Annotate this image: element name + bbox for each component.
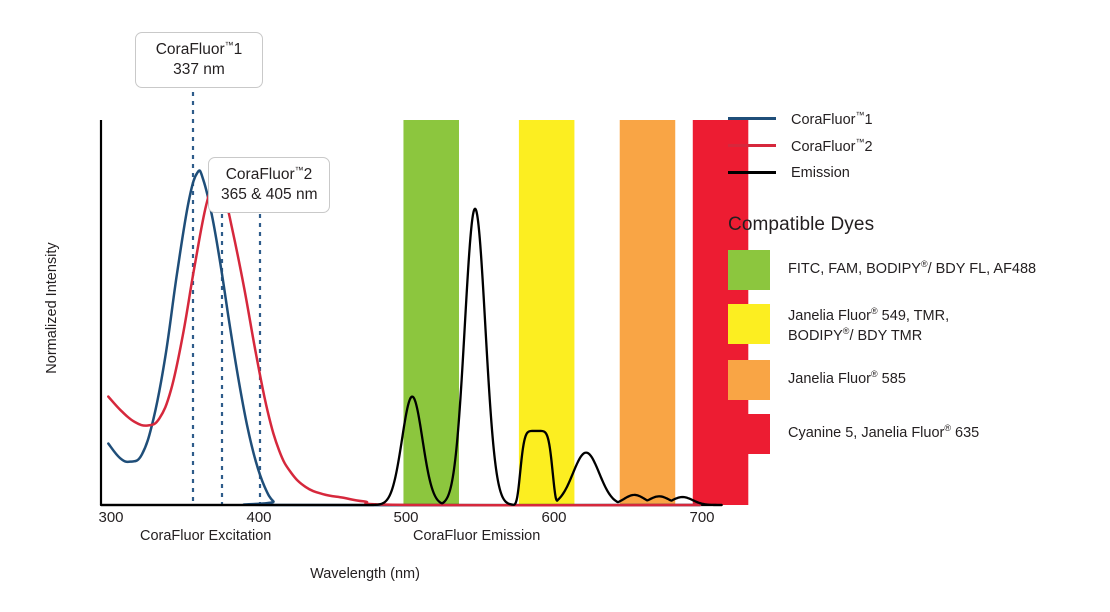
spectra-curves	[99, 169, 723, 507]
dye-row-0: FITC, FAM, BODIPY®/ BDY FL, AF488	[728, 250, 1100, 290]
legend-row-0: CoraFluor™1	[728, 105, 1100, 132]
legend-label: CoraFluor™2	[791, 136, 873, 155]
curve-corafluor1	[107, 169, 702, 507]
callout-corafluor2-line2: 365 & 405 nm	[221, 185, 318, 203]
dye-row-2: Janelia Fluor® 585	[728, 360, 1100, 401]
legend-row-2: Emission	[728, 159, 1100, 186]
x-axis-title: Wavelength (nm)	[310, 566, 420, 582]
legend-line-swatch	[728, 171, 776, 174]
series-legend: CoraFluor™1 CoraFluor™2 Emission	[728, 105, 1100, 186]
dye-label-line: Cyanine 5, Janelia Fluor® 635	[788, 423, 980, 442]
x-tick-700: 700	[689, 509, 715, 526]
dye-label: FITC, FAM, BODIPY®/ BDY FL, AF488	[788, 250, 1036, 279]
x-tick-500: 500	[393, 509, 419, 526]
dye-label-line: Janelia Fluor® 585	[788, 369, 906, 388]
callout-corafluor1-line2: 337 nm	[173, 60, 225, 78]
legend-line-swatch	[728, 117, 776, 120]
dye-label-line: BODIPY®/ BDY TMR	[788, 326, 923, 344]
compatible-dye-bands	[403, 120, 749, 505]
dye-color-swatch	[728, 304, 770, 344]
x-tick-300: 300	[98, 509, 124, 526]
sublabel-corafluor-excitation: CoraFluor Excitation	[140, 528, 272, 544]
x-tick-400: 400	[246, 509, 272, 526]
dye-label: Janelia Fluor® 549, TMR, BODIPY®/ BDY TMR	[788, 304, 949, 346]
legend-line-swatch	[728, 144, 776, 147]
curve-emission	[99, 207, 723, 507]
x-tick-600: 600	[541, 509, 567, 526]
compatible-dyes-heading: Compatible Dyes	[728, 214, 875, 235]
dye-row-1: Janelia Fluor® 549, TMR, BODIPY®/ BDY TMR	[728, 304, 1100, 346]
legend-row-1: CoraFluor™2	[728, 132, 1100, 159]
compatible-dyes-list: FITC, FAM, BODIPY®/ BDY FL, AF488 Janelia…	[728, 250, 1100, 455]
orange-band	[619, 120, 676, 505]
dye-label: Janelia Fluor® 585	[788, 360, 906, 389]
callout-corafluor1: CoraFluor™1 337 nm	[135, 32, 263, 88]
dye-label-line: FITC, FAM, BODIPY®/ BDY FL, AF488	[788, 259, 1037, 277]
dye-label: Cyanine 5, Janelia Fluor® 635	[788, 414, 979, 443]
dye-color-swatch	[728, 360, 770, 401]
yellow-band	[518, 120, 575, 505]
curve-corafluor2	[107, 181, 702, 507]
dye-label-line: Janelia Fluor® 549, TMR,	[788, 306, 950, 324]
y-axis-title: Normalized Intensity	[44, 242, 60, 374]
callout-corafluor2: CoraFluor™2 365 & 405 nm	[208, 157, 330, 213]
legend-label: CoraFluor™1	[791, 109, 873, 128]
dye-row-3: Cyanine 5, Janelia Fluor® 635	[728, 414, 1100, 455]
green-band	[403, 120, 459, 505]
sublabel-corafluor-emission: CoraFluor Emission	[413, 528, 541, 544]
right-panel: CoraFluor™1 CoraFluor™2 Emission Compatibl…	[728, 105, 1100, 468]
dye-color-swatch	[728, 414, 770, 455]
excitation-marker-lines	[191, 92, 262, 505]
callout-corafluor2-line1: CoraFluor™2	[225, 165, 313, 184]
callout-corafluor1-line1: CoraFluor™1	[155, 40, 243, 59]
legend-label: Emission	[791, 164, 850, 181]
dye-color-swatch	[728, 250, 770, 290]
